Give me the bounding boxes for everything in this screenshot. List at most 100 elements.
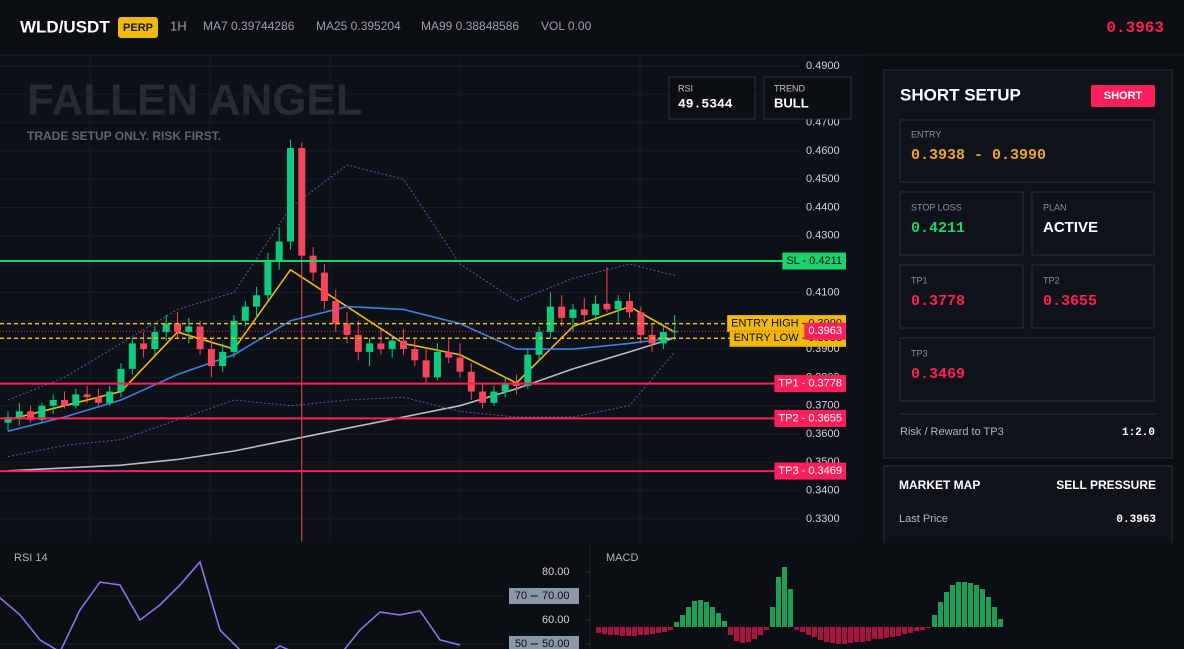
interval[interactable]: 1H [170, 18, 187, 33]
short-button[interactable] [1091, 85, 1155, 107]
candle-body [535, 332, 543, 355]
stop-card [899, 191, 1024, 256]
macd-bar [956, 582, 961, 627]
level-tag: 0.3963 [808, 325, 842, 337]
macd-bar [944, 592, 949, 627]
watermark-subtitle: TRADE SETUP ONLY. RISK FIRST. [27, 129, 221, 143]
candle-body [27, 411, 35, 420]
card-label: ENTRY [911, 129, 941, 139]
watermark-title: FALLEN ANGEL [27, 76, 363, 125]
card-label: TP1 [911, 275, 928, 285]
macd-bar [938, 602, 943, 627]
candle-body [253, 295, 261, 307]
entry-card [899, 119, 1155, 183]
level-tag-bg [804, 322, 846, 340]
macd-bar [602, 627, 607, 634]
overlay-line [7, 336, 675, 472]
pane-title: RSI 14 [14, 552, 48, 564]
card-label: TP2 [1043, 275, 1060, 285]
plot [0, 560, 461, 649]
macd-bar [770, 607, 775, 627]
y-tick-label: 0.3700 [806, 400, 840, 412]
candle-body [501, 383, 509, 392]
indicator: MA25 0.395204 [316, 19, 401, 33]
level-tag: TP2 - 0.3655 [778, 412, 842, 424]
macd-bar [836, 627, 841, 644]
macd-bar [866, 627, 871, 641]
candle-body [343, 323, 351, 335]
macd-bar [920, 627, 925, 630]
macd-bar [638, 627, 643, 635]
macd-bar [746, 627, 751, 642]
candle-body [671, 331, 679, 333]
indicator: MA7 0.39744286 [203, 19, 295, 33]
y-tick-label: 0.4600 [806, 145, 840, 157]
candle-body [524, 354, 532, 386]
candle-body [580, 309, 588, 316]
candle-body [603, 303, 611, 310]
macd-bar [710, 607, 715, 627]
macd-bar [650, 627, 655, 634]
short-label[interactable]: SHORT [1104, 90, 1143, 102]
stat-value: BULL [774, 95, 809, 110]
macd-bar [842, 627, 847, 644]
tp3-card [899, 337, 1155, 402]
plan-card [1031, 191, 1155, 256]
badge-bg [118, 17, 158, 38]
panel-title: SHORT SETUP [900, 85, 1021, 104]
macd-bar [854, 627, 859, 642]
candle-body [264, 261, 272, 296]
macd-bar [824, 627, 829, 642]
macd-bar [728, 627, 733, 635]
macd-bar [608, 627, 613, 635]
level-tag: TP1 - 0.3778 [778, 378, 842, 390]
candle-body [433, 351, 441, 378]
macd-bar [818, 627, 823, 640]
rr-label: Risk / Reward to TP3 [900, 426, 1004, 438]
candle-body [196, 326, 204, 350]
candle-body [411, 349, 419, 361]
market-label: Last Price [899, 513, 948, 525]
market-title: MARKET MAP [899, 478, 980, 492]
macd-bar [620, 627, 625, 636]
macd-bar [998, 619, 1003, 627]
y-tick-label: 60.00 [542, 614, 570, 626]
card-value: 0.4211 [911, 220, 965, 237]
tp2-card [1031, 264, 1155, 329]
card-value: 0.3778 [911, 293, 965, 310]
vertical-grid [89, 55, 641, 543]
macd-bar [986, 597, 991, 627]
macd-bar [626, 627, 631, 636]
candle-body [332, 300, 340, 324]
level-tag: SL - 0.4211 [786, 255, 842, 267]
macd-bar [752, 627, 757, 639]
candle-body [400, 340, 407, 350]
level-tag: 50 [515, 638, 527, 649]
indicator: VOL 0.00 [541, 19, 592, 33]
candle-body [298, 148, 306, 256]
candle-body [72, 394, 80, 406]
card-label: STOP LOSS [911, 202, 962, 212]
macd-bar [662, 627, 667, 632]
macd-bar [680, 615, 685, 627]
candle-body [467, 371, 475, 392]
macd-bar [794, 627, 799, 630]
candle-body [230, 320, 238, 352]
candle-body [422, 360, 430, 378]
macd-bar [674, 622, 679, 627]
candle-body [490, 391, 498, 403]
macd-bar [734, 627, 739, 641]
macd-bar [914, 627, 919, 631]
macd-bar [926, 627, 931, 628]
y-tick-label: 0.3400 [806, 485, 840, 497]
market-card [883, 465, 1173, 557]
macd-bar [698, 600, 703, 627]
macd-bar [596, 627, 601, 633]
candle-body [151, 332, 159, 350]
tp1-card [899, 264, 1024, 329]
card-value: 0.3938 - 0.3990 [911, 147, 1046, 164]
candle-body [207, 349, 215, 367]
y-tick-label: 0.4400 [806, 201, 840, 213]
level-tag-bg [774, 462, 846, 480]
